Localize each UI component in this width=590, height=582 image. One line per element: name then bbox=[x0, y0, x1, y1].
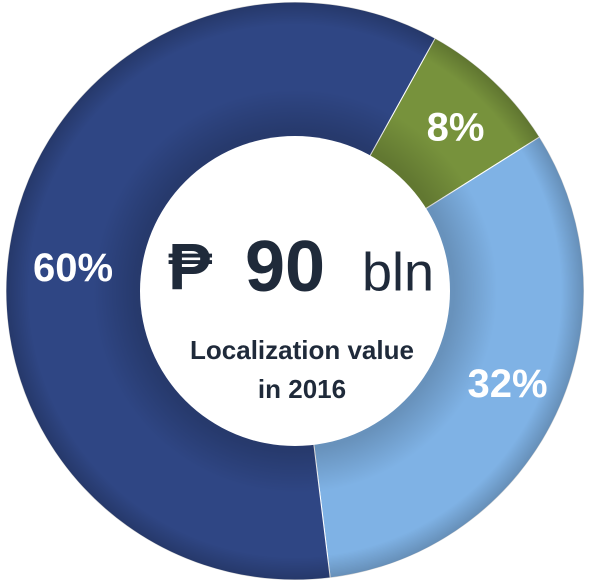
data-label: 8% bbox=[427, 105, 485, 149]
subtitle-line: Localization value bbox=[190, 335, 414, 365]
subtitle-line: in 2016 bbox=[258, 374, 346, 404]
center-amount: 90 bbox=[245, 227, 325, 307]
labels: 8% 32% 60% bbox=[33, 105, 548, 406]
data-label: 60% bbox=[33, 246, 113, 290]
data-label: 32% bbox=[468, 362, 548, 406]
donut-hole bbox=[140, 136, 450, 446]
center-unit: bln bbox=[362, 242, 434, 302]
currency-symbol: ₱ bbox=[168, 229, 213, 303]
